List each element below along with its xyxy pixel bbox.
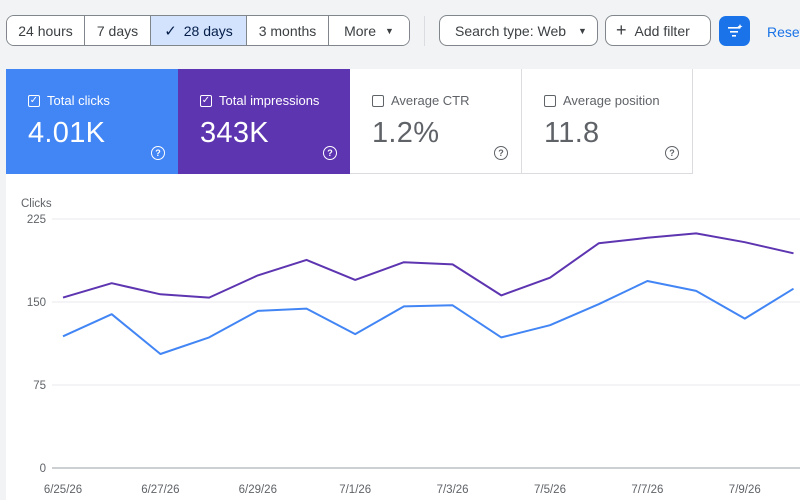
filter-list-icon	[727, 24, 742, 37]
y-tick-label: 225	[27, 214, 46, 226]
range-3-months-button[interactable]: 3 months	[247, 16, 329, 45]
x-tick-label: 7/7/26	[631, 484, 663, 496]
chart-grid	[52, 218, 800, 469]
help-icon[interactable]: ?	[151, 146, 165, 160]
help-icon[interactable]: ?	[494, 146, 508, 160]
add-filter-label: Add filter	[634, 22, 690, 39]
card-value: 1.2%	[372, 117, 440, 149]
search-type-dropdown[interactable]: Search type: Web ▼	[439, 15, 598, 46]
range-label: 7 days	[96, 22, 139, 39]
card-total-impressions[interactable]: ✓ Total impressions 343K ?	[178, 69, 350, 174]
checkbox-checked-icon[interactable]: ✓	[200, 94, 212, 107]
range-more-dropdown[interactable]: More ▼	[329, 16, 409, 45]
add-filter-button[interactable]: + Add filter	[605, 15, 711, 46]
reset-link[interactable]: Reset	[767, 24, 800, 40]
card-average-ctr[interactable]: Average CTR 1.2% ?	[350, 69, 522, 174]
chart-series	[62, 232, 795, 355]
filter-settings-button[interactable]	[719, 16, 750, 46]
y-axis-label: Clicks	[21, 198, 52, 210]
card-total-clicks[interactable]: ✓ Total clicks 4.01K ?	[6, 69, 178, 174]
help-icon[interactable]: ?	[665, 146, 679, 160]
performance-panel: ✓ Total clicks 4.01K ? ✓ Total impressio…	[6, 69, 800, 500]
check-icon: ✓	[164, 22, 177, 40]
card-average-position[interactable]: Average position 11.8 ?	[522, 69, 693, 174]
help-icon[interactable]: ?	[323, 146, 337, 160]
checkbox-checked-icon[interactable]: ✓	[28, 94, 40, 107]
series-line-impressions	[62, 232, 794, 299]
toolbar: 24 hours 7 days ✓ 28 days 3 months More …	[0, 0, 800, 64]
y-tick-label: 150	[27, 297, 46, 309]
range-24-hours-button[interactable]: 24 hours	[7, 16, 85, 45]
x-tick-label: 7/9/26	[729, 484, 761, 496]
x-tick-label: 6/27/26	[141, 484, 179, 496]
card-value: 4.01K	[28, 117, 106, 149]
plus-icon: +	[616, 20, 627, 40]
card-label: Total impressions	[219, 93, 320, 108]
range-28-days-button[interactable]: ✓ 28 days	[151, 16, 247, 45]
card-label: Average position	[563, 93, 660, 108]
x-tick-label: 6/25/26	[44, 484, 82, 496]
x-axis-ticks: 6/25/26 6/27/26 6/29/26 7/1/26 7/3/26 7/5/26 7…	[44, 484, 761, 496]
y-tick-label: 0	[40, 463, 46, 475]
search-type-label: Search type: Web	[455, 22, 567, 39]
series-line-clicks	[62, 280, 795, 355]
card-label: Average CTR	[391, 93, 470, 108]
date-range-selector: 24 hours 7 days ✓ 28 days 3 months More …	[6, 15, 410, 46]
card-label: Total clicks	[47, 93, 110, 108]
card-value: 343K	[200, 117, 269, 149]
x-tick-label: 7/5/26	[534, 484, 566, 496]
y-axis-ticks: 0 75 150 225	[27, 214, 46, 475]
y-tick-label: 75	[33, 380, 46, 392]
x-tick-label: 7/3/26	[437, 484, 469, 496]
card-value: 11.8	[544, 117, 600, 149]
range-label: 28 days	[183, 22, 233, 39]
checkbox-unchecked-icon[interactable]	[372, 94, 384, 107]
performance-chart: Clicks 0 75 150 225 6/25/26 6/27/26 6/29/26 7/…	[21, 198, 800, 496]
x-tick-label: 6/29/26	[239, 484, 277, 496]
caret-down-icon: ▼	[384, 25, 394, 36]
x-tick-label: 7/1/26	[339, 484, 371, 496]
range-7-days-button[interactable]: 7 days	[85, 16, 151, 45]
range-label: 24 hours	[18, 22, 73, 39]
range-label: More	[344, 22, 376, 39]
caret-down-icon: ▼	[578, 25, 587, 36]
checkbox-unchecked-icon[interactable]	[544, 94, 556, 107]
range-label: 3 months	[258, 22, 317, 39]
toolbar-divider	[424, 16, 425, 46]
